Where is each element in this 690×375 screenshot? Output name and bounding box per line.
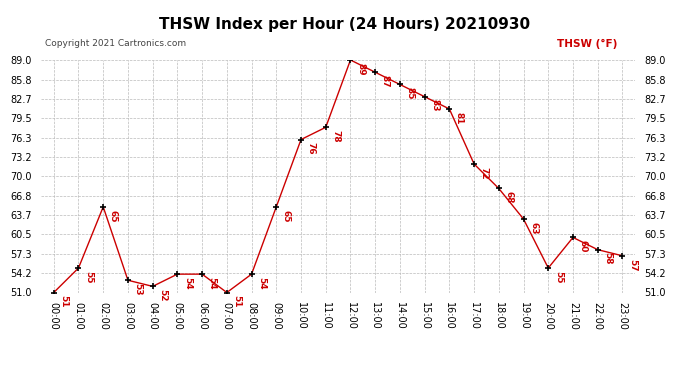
Text: 65: 65 (282, 210, 291, 222)
Text: 89: 89 (356, 63, 365, 75)
Text: 76: 76 (306, 142, 315, 155)
Text: THSW Index per Hour (24 Hours) 20210930: THSW Index per Hour (24 Hours) 20210930 (159, 17, 531, 32)
Text: Copyright 2021 Cartronics.com: Copyright 2021 Cartronics.com (45, 39, 186, 48)
Text: 81: 81 (455, 112, 464, 124)
Text: 72: 72 (480, 167, 489, 179)
Text: 65: 65 (109, 210, 118, 222)
Text: 87: 87 (381, 75, 390, 88)
Text: 54: 54 (183, 277, 192, 290)
Text: 55: 55 (84, 271, 93, 283)
Text: 52: 52 (158, 289, 167, 302)
Text: THSW (°F): THSW (°F) (558, 39, 618, 50)
Text: 57: 57 (628, 259, 637, 271)
Text: 51: 51 (59, 295, 68, 308)
Text: 63: 63 (529, 222, 538, 234)
Text: 53: 53 (133, 283, 143, 296)
Text: 68: 68 (504, 191, 513, 204)
Text: 85: 85 (406, 87, 415, 100)
Text: 58: 58 (603, 252, 612, 265)
Text: 78: 78 (331, 130, 340, 143)
Text: 54: 54 (208, 277, 217, 290)
Text: 55: 55 (554, 271, 563, 283)
Text: 83: 83 (430, 99, 440, 112)
Text: 54: 54 (257, 277, 266, 290)
Text: 60: 60 (578, 240, 588, 253)
Text: 51: 51 (233, 295, 241, 308)
